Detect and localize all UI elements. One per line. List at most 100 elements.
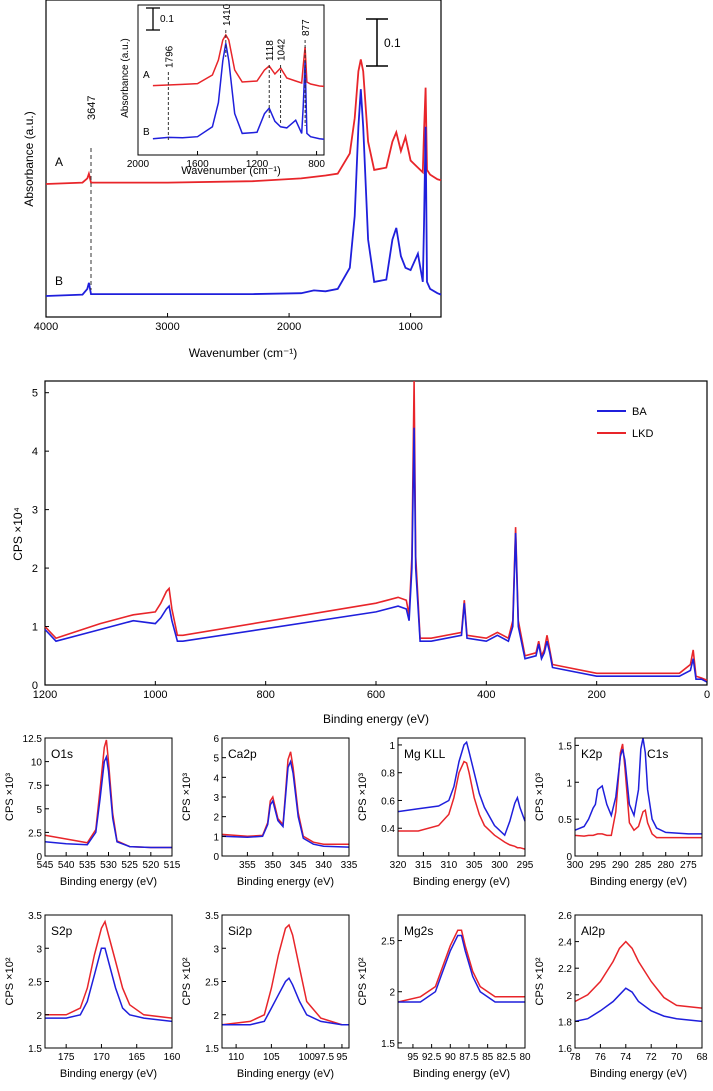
xps-mg2s-x-axis-label: Binding energy (eV) (413, 1068, 510, 1080)
ftir-inset: 2000 1600 1200 800 Wavenumber (cm⁻¹) Absorb… (120, 3, 325, 177)
xps-mgkll-x-tick-label: 310 (440, 860, 457, 871)
xps-mgkll-LKD-line (398, 760, 526, 850)
xps-c1s-frame (574, 737, 703, 857)
xps-o1s-x-tick-label: 540 (58, 860, 75, 871)
xps-si2p-x-tick-label: 95 (336, 1052, 348, 1063)
inset-series-label-a: A (143, 70, 150, 81)
xps-panel-mg2s: 95 92.5 90 87.5 85 82.5 80 1.5 2 2.5 Binding energ… (357, 914, 531, 1080)
xps-si2p-y-tick-label: 2 (213, 1011, 219, 1022)
xps-al2p-y-axis-label: CPS ×10² (534, 957, 546, 1005)
xps-o1s-y-tick-label: 2.5 (28, 828, 42, 839)
xps-s2p-y-tick-label: 3 (36, 944, 42, 955)
xps-c1s-x-tick-label: 295 (589, 860, 606, 871)
xps-o1s-title: O1s (51, 747, 73, 761)
survey-x-axis-label: Binding energy (eV) (323, 712, 429, 726)
xps-ca2p-x-tick-label: 335 (341, 860, 358, 871)
survey-y-tick-label: 1 (32, 622, 38, 634)
xps-al2p-y-tick-label: 2.4 (558, 938, 572, 949)
xps-ca2p-y-tick-label: 2 (213, 813, 219, 824)
xps-o1s-x-tick-label: 515 (164, 860, 181, 871)
xps-mg2s-x-tick-label: 90 (445, 1052, 457, 1063)
xps-c1s-y-tick-label: 1.5 (558, 741, 572, 752)
xps-s2p-x-tick-label: 165 (128, 1052, 145, 1063)
survey-series-BA-line (44, 427, 708, 683)
xps-c1s-y-tick-label: 1 (566, 778, 572, 789)
inset-peak-label: 1118 (265, 40, 276, 61)
xps-mg2s-x-tick-label: 95 (407, 1052, 419, 1063)
survey-y-tick-label: 4 (32, 446, 38, 458)
xps-o1s-y-tick-label: 7.5 (28, 781, 42, 792)
xps-c1s-x-tick-label: 300 (567, 860, 584, 871)
inset-x-tick-label: 1200 (246, 159, 269, 170)
xps-panel-o1s: 545 540 535 530 525 520 515 0 2.5 5 7.5 10 12.5 Bindi… (4, 734, 181, 888)
xps-ca2p-x-axis-label: Binding energy (eV) (237, 876, 334, 888)
survey-series-LKD-line (44, 380, 708, 682)
inset-peak-markers: 1796 1410 1118 1042 877 (164, 3, 312, 140)
xps-mgkll-frame (397, 737, 526, 857)
xps-region-panels: 545 540 535 530 525 520 51502.557.51012.5Bindi… (4, 734, 708, 1080)
xps-panel-c1s: 300 295 290 285 280 275 0 0.5 1 1.5 Binding energy… (534, 737, 703, 888)
xps-ca2p-y-tick-label: 4 (213, 773, 219, 784)
xps-al2p-frame (574, 914, 703, 1049)
ftir-y-axis-label: Absorbance (a.u.) (22, 111, 36, 206)
xps-s2p-LKD-line (45, 919, 173, 1019)
xps-si2p-y-axis-label: CPS ×10² (181, 957, 193, 1005)
xps-ca2p-y-tick-label: 5 (213, 754, 219, 765)
xps-mg2s-x-tick-label: 80 (519, 1052, 531, 1063)
xps-o1s-x-axis-label: Binding energy (eV) (60, 876, 157, 888)
xps-o1s-y-axis-label: CPS ×10³ (4, 773, 16, 821)
xps-c1s-BA-line (574, 737, 702, 835)
inset-x-tick-label: 800 (308, 159, 325, 170)
xps-ca2p-x-tick-label: 340 (315, 860, 332, 871)
legend-ba-label: BA (632, 406, 647, 418)
xps-si2p-x-tick-label: 110 (228, 1052, 244, 1063)
xps-s2p-x-tick-label: 175 (58, 1052, 75, 1063)
survey-x-tick-label: 1200 (33, 689, 57, 701)
xps-si2p-x-axis-label: Binding energy (eV) (237, 1068, 334, 1080)
xps-s2p-x-tick-label: 170 (93, 1052, 110, 1063)
ftir-x-tick-label: 2000 (277, 321, 301, 333)
survey-x-tick-label: 600 (367, 689, 385, 701)
xps-c1s-x-tick-label: 275 (680, 860, 697, 871)
xps-c1s-title2: K2p (581, 747, 603, 761)
xps-si2p-title: Si2p (228, 924, 252, 938)
xps-mgkll-title: Mg KLL (404, 747, 446, 761)
ftir-series (45, 59, 442, 297)
xps-c1s-y-tick-label: 0 (566, 852, 572, 863)
xps-ca2p-BA-line (221, 759, 350, 848)
xps-al2p-BA-line (574, 987, 703, 1023)
ftir-series-A-line (45, 59, 442, 185)
xps-c1s-x-tick-label: 290 (612, 860, 629, 871)
xps-ca2p-y-tick-label: 0 (213, 852, 219, 863)
xps-o1s-x-tick-label: 525 (121, 860, 138, 871)
xps-si2p-x-tick-label: 97.5 (315, 1052, 335, 1063)
xps-survey-panel: 1200 1000 800 600 400 200 0 0 1 2 3 4 5 Binding ene… (11, 380, 710, 726)
inset-series-label-b: B (143, 127, 150, 138)
xps-o1s-BA-line (44, 754, 172, 849)
inset-y-axis-label: Absorbance (a.u.) (120, 38, 131, 118)
survey-x-tick-label: 400 (477, 689, 495, 701)
xps-mgkll-x-tick-label: 305 (466, 860, 483, 871)
xps-al2p-x-tick-label: 70 (671, 1052, 683, 1063)
xps-mgkll-y-axis-label: CPS ×10³ (357, 773, 369, 821)
survey-x-tick-label: 0 (704, 689, 710, 701)
survey-y-tick-label: 3 (32, 505, 38, 517)
xps-al2p-x-tick-label: 78 (569, 1052, 581, 1063)
xps-mg2s-y-tick-label: 1.5 (381, 1039, 395, 1050)
xps-si2p-x-tick-label: 105 (263, 1052, 280, 1063)
xps-ca2p-y-axis-label: CPS ×10³ (181, 773, 193, 821)
inset-scale-bar: 0.1 (146, 7, 174, 31)
xps-ca2p-x-tick-label: 355 (239, 860, 256, 871)
survey-y-axis-label: CPS ×10⁴ (11, 507, 25, 561)
xps-al2p-y-tick-label: 1.6 (558, 1044, 572, 1055)
xps-s2p-y-tick-label: 3.5 (28, 911, 42, 922)
xps-al2p-x-tick-label: 74 (620, 1052, 632, 1063)
survey-y-tick-label: 0 (32, 680, 38, 692)
xps-o1s-y-tick-label: 0 (36, 852, 42, 863)
xps-ca2p-title: Ca2p (228, 747, 257, 761)
xps-panel-al2p: 78 76 74 72 70 68 1.6 1.8 2 2.2 2.4 2.6 Binding ener… (534, 911, 708, 1080)
xps-ca2p-x-tick-label: 350 (264, 860, 281, 871)
xps-al2p-x-tick-label: 76 (595, 1052, 607, 1063)
